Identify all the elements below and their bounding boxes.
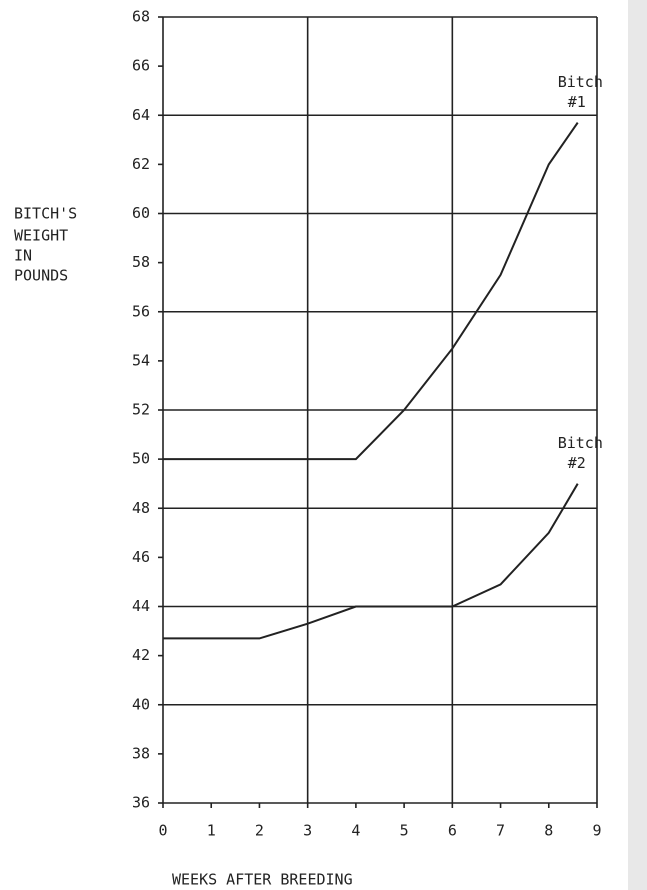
y-tick-label: 38 <box>132 744 150 762</box>
y-axis-label: IN <box>14 247 32 265</box>
y-tick-label: 52 <box>132 401 150 419</box>
series-line <box>163 122 579 461</box>
y-tick-label: 58 <box>132 253 150 271</box>
y-tick-label: 50 <box>132 450 150 468</box>
y-tick-label: 42 <box>132 646 150 664</box>
y-tick-label: 36 <box>132 794 150 812</box>
x-axis-label: WEEKS AFTER BREEDING <box>172 871 353 889</box>
y-tick-label: 40 <box>132 695 150 713</box>
y-tick-label: 60 <box>132 204 150 222</box>
x-tick-label: 2 <box>255 822 264 840</box>
page-edge <box>628 0 647 890</box>
y-axis-label: BITCH'S <box>14 205 77 223</box>
series-line <box>163 483 579 640</box>
y-tick-label: 66 <box>132 57 150 75</box>
y-tick-label: 68 <box>132 8 150 26</box>
series-label: Bitch <box>558 434 603 452</box>
y-tick-label: 46 <box>132 548 150 566</box>
y-tick-label: 48 <box>132 499 150 517</box>
y-tick-label: 62 <box>132 155 150 173</box>
x-tick-label: 3 <box>303 822 312 840</box>
series-label: #1 <box>568 93 586 111</box>
series-label: #2 <box>568 454 586 472</box>
y-tick-label: 56 <box>132 302 150 320</box>
x-tick-label: 7 <box>496 822 505 840</box>
y-tick-label: 44 <box>132 597 150 615</box>
y-axis-label: WEIGHT <box>14 227 68 245</box>
x-tick-label: 1 <box>207 822 216 840</box>
series-label: Bitch <box>558 73 603 91</box>
x-tick-label: 8 <box>544 822 553 840</box>
x-tick-label: 9 <box>592 822 601 840</box>
y-axis-label: POUNDS <box>14 267 68 285</box>
y-tick-label: 64 <box>132 106 150 124</box>
x-tick-label: 0 <box>158 822 167 840</box>
x-tick-label: 6 <box>448 822 457 840</box>
x-tick-label: 5 <box>400 822 409 840</box>
y-tick-label: 54 <box>132 351 150 369</box>
x-tick-label: 4 <box>351 822 360 840</box>
